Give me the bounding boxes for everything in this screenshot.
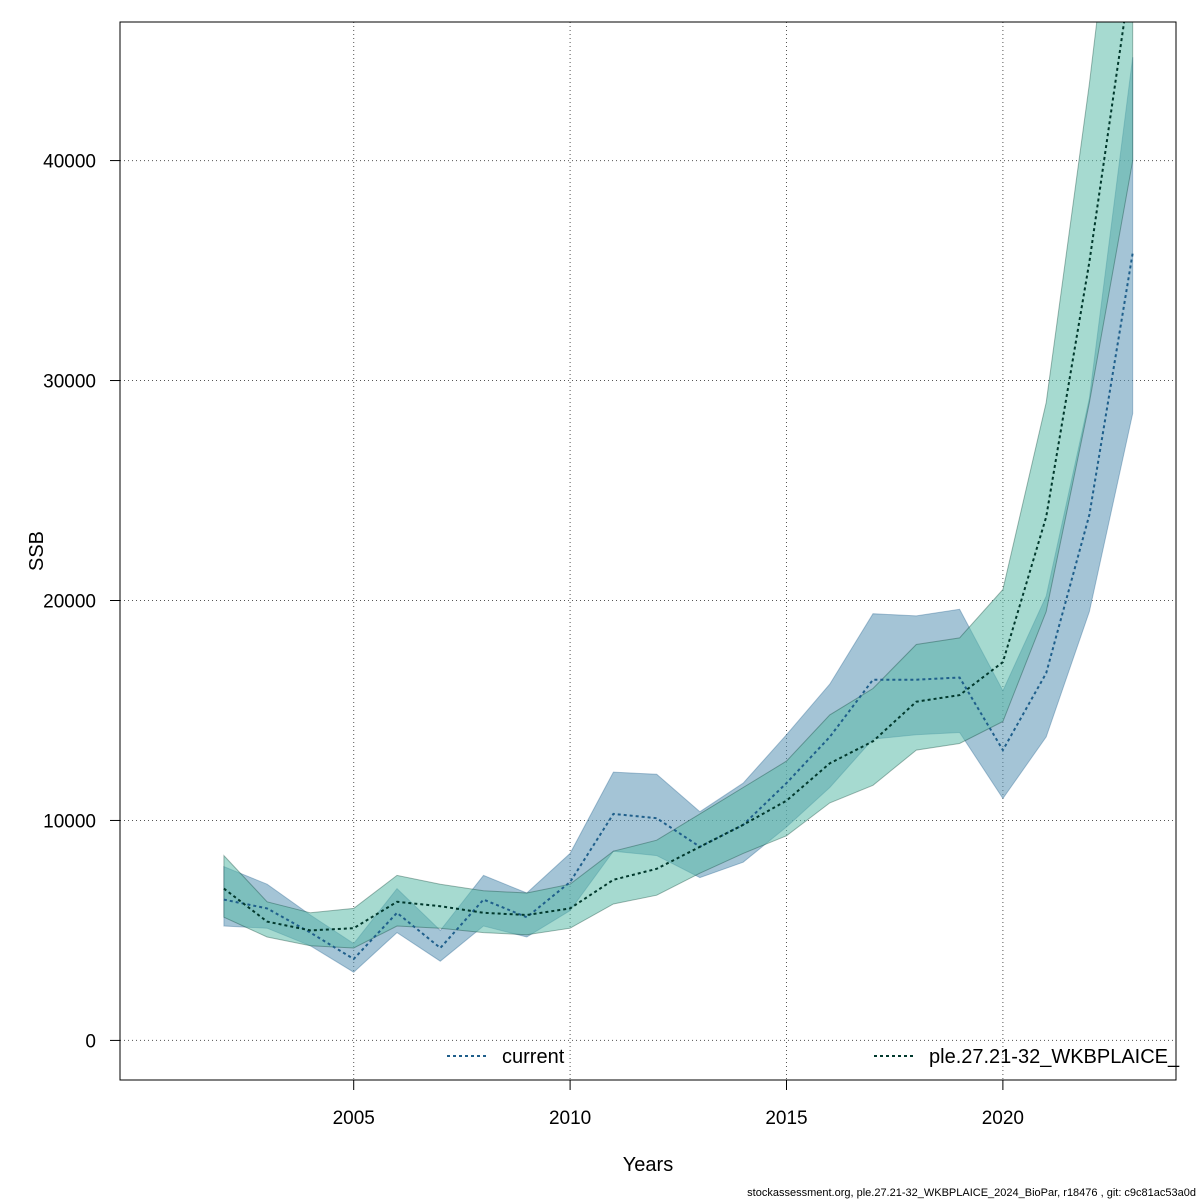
y-axis-title: SSB — [26, 531, 48, 571]
series-line-wkbplaice — [223, 22, 1126, 932]
y-tick-label: 10000 — [43, 811, 96, 832]
x-axis-title: Years — [623, 1154, 673, 1176]
legend: current ple.27.21-32_WKBPLAICE_ — [447, 1046, 1180, 1068]
x-tick-label: 2015 — [765, 1108, 807, 1129]
x-tick-label: 2020 — [982, 1108, 1024, 1129]
legend-label-current: current — [502, 1046, 565, 1068]
y-tick-label: 40000 — [43, 152, 96, 173]
plot-frame — [119, 21, 1177, 1081]
x-tick-label: 2010 — [549, 1108, 591, 1129]
series-lines — [223, 22, 1134, 961]
y-axis-ticks: 0 10000 20000 30000 40000 — [43, 152, 120, 1052]
confidence-band-wkbplaice — [223, 22, 1134, 949]
x-tick-label: 2005 — [333, 1108, 375, 1129]
y-tick-label: 30000 — [43, 372, 96, 393]
legend-label-wkbplaice: ple.27.21-32_WKBPLAICE_ — [929, 1046, 1180, 1068]
y-tick-label: 0 — [85, 1031, 96, 1052]
y-tick-label: 20000 — [43, 591, 96, 612]
confidence-bands — [223, 22, 1134, 973]
x-axis-ticks: 2005 2010 2015 2020 — [333, 1080, 1024, 1129]
series-line-current — [223, 252, 1134, 961]
footer-credit: stockassessment.org, ple.27.21-32_WKBPLA… — [747, 1187, 1196, 1199]
